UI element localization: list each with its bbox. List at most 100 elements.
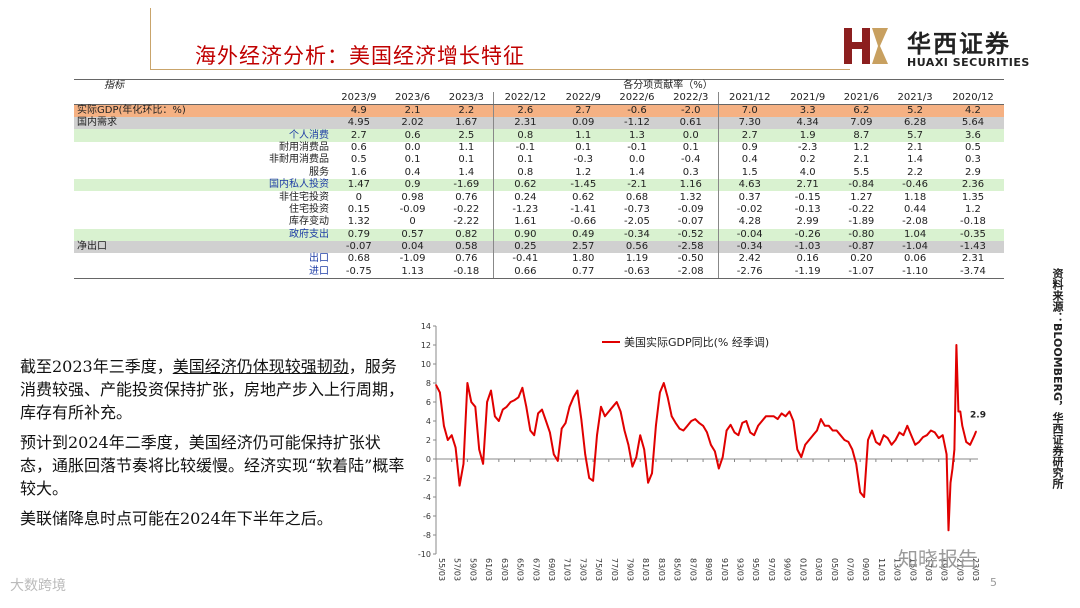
table-cell: -0.07 bbox=[677, 216, 704, 228]
data-point bbox=[486, 401, 488, 403]
data-point bbox=[792, 420, 795, 422]
data-point bbox=[949, 481, 952, 484]
x-tick-label: 93/03 bbox=[735, 558, 744, 581]
data-point bbox=[926, 434, 928, 437]
table-cell: 0.62 bbox=[493, 178, 557, 192]
data-point bbox=[741, 422, 744, 424]
data-point bbox=[855, 462, 858, 465]
table-cell: 0.6 bbox=[385, 129, 440, 142]
table-row: 政府支出 0.79 0.57 0.82 0.90 0.49 -0.34 -0.52 -0.04-… bbox=[74, 228, 1004, 241]
table-cell: 0.1 bbox=[458, 154, 475, 166]
data-point bbox=[776, 418, 779, 420]
data-point bbox=[521, 386, 524, 389]
data-point bbox=[898, 431, 901, 434]
table-cell: 0.20 bbox=[850, 253, 873, 265]
table-cell: 0.15 bbox=[347, 203, 370, 215]
table-column-header: 2023/9 bbox=[332, 92, 386, 105]
data-point bbox=[686, 424, 689, 427]
table-cell: 0.76 bbox=[455, 253, 478, 265]
y-tick-label: 4 bbox=[426, 417, 431, 426]
table-cell: 0.5 bbox=[350, 154, 367, 166]
table-cell: 2.7 bbox=[717, 129, 781, 142]
table-cell: 0.9 bbox=[717, 141, 781, 155]
data-point bbox=[969, 443, 971, 446]
table-cell: 0.2 bbox=[799, 154, 816, 166]
data-point bbox=[975, 430, 977, 433]
table-row: 进口 -0.75 1.13 -0.18 0.66 0.77 -0.63 -2.08 -2.76-… bbox=[74, 265, 1004, 279]
table-cell: 5.5 bbox=[853, 166, 870, 178]
table-cell: 1.32 bbox=[347, 216, 370, 228]
data-point bbox=[961, 424, 964, 427]
data-point bbox=[831, 429, 834, 432]
data-point bbox=[769, 415, 771, 418]
table-cell: 6.2 bbox=[834, 104, 889, 117]
table-column-header: 2023/3 bbox=[439, 92, 494, 105]
table-cell: 2.1 bbox=[907, 141, 924, 153]
data-point bbox=[537, 412, 539, 415]
table-cell: 1.32 bbox=[679, 191, 702, 203]
table-cell: 2.2 bbox=[439, 104, 494, 117]
data-point bbox=[666, 396, 669, 399]
table-cell: -0.1 bbox=[493, 141, 557, 155]
table-cell: -2.58 bbox=[663, 240, 719, 254]
x-tick-label: 57/03 bbox=[453, 558, 462, 581]
data-point bbox=[655, 424, 657, 427]
data-point bbox=[470, 401, 473, 403]
commentary-paragraph-1: 截至2023年三季度，美国经济仍体现较强韧劲，服务消费较强、产能投资保持扩张，房… bbox=[20, 355, 412, 424]
table-cell: 0.4 bbox=[717, 154, 781, 167]
x-tick-label: 97/03 bbox=[767, 558, 776, 581]
commentary-p1-tail: ，服务消费较强、产能投资保持扩张，房地产步入上行周期，库存有所补充。 bbox=[20, 357, 405, 422]
data-point bbox=[765, 415, 767, 418]
table-row-label: 国内需求 bbox=[74, 117, 332, 130]
table-cell: 2.7 bbox=[556, 104, 611, 117]
data-point bbox=[816, 429, 818, 432]
data-point bbox=[568, 405, 571, 408]
table-cell: -0.18 bbox=[960, 216, 986, 228]
watermark-bottom-right: 知晓报告 bbox=[898, 547, 978, 571]
data-point bbox=[584, 453, 587, 456]
x-tick-label: 71/03 bbox=[563, 558, 572, 581]
table-row-label: 政府支出 bbox=[74, 228, 332, 241]
watermark-bottom-left: 大数跨境 bbox=[10, 578, 66, 594]
data-point bbox=[959, 410, 962, 413]
data-point bbox=[918, 441, 920, 443]
data-point bbox=[466, 382, 469, 384]
data-point bbox=[659, 391, 661, 394]
table-cell: -2.0 bbox=[663, 104, 719, 117]
data-point bbox=[945, 453, 948, 456]
table-cell: -0.34 bbox=[717, 240, 781, 254]
data-point bbox=[902, 434, 905, 437]
data-point bbox=[843, 439, 846, 441]
table-row-label: 个人消费 bbox=[74, 129, 332, 142]
table-cell: 1.9 bbox=[780, 129, 835, 142]
table-row: 非住宅投资 0 0.98 0.76 0.24 0.62 0.68 1.32 0.37 -0.15 1… bbox=[74, 191, 1004, 204]
data-point bbox=[474, 405, 477, 408]
table-cell: 0.25 bbox=[493, 240, 557, 254]
table-cell: 2.9 bbox=[965, 166, 981, 178]
table-cell: 1.3 bbox=[610, 129, 664, 142]
data-point bbox=[604, 415, 606, 418]
table-cell: -1.45 bbox=[556, 178, 611, 192]
table-cell: 0 bbox=[409, 216, 416, 228]
table-cell: 1.16 bbox=[663, 178, 719, 192]
table-cell: 2.31 bbox=[961, 253, 985, 265]
data-point bbox=[454, 446, 457, 449]
x-tick-label: 81/03 bbox=[641, 558, 650, 581]
data-point bbox=[509, 401, 512, 403]
table-cell: 1.19 bbox=[625, 253, 649, 265]
table-row-label: 住宅投资 bbox=[289, 203, 329, 215]
table-cell: 5.64 bbox=[941, 117, 1004, 130]
data-point bbox=[600, 405, 602, 408]
table-cell: 0.16 bbox=[796, 253, 819, 265]
data-point bbox=[627, 443, 630, 446]
data-point bbox=[443, 424, 445, 427]
data-point bbox=[608, 410, 610, 413]
y-tick-label: -6 bbox=[423, 512, 431, 521]
x-tick-label: 55/03 bbox=[437, 558, 446, 581]
table-cell: -0.18 bbox=[439, 265, 494, 279]
x-tick-label: 03/03 bbox=[814, 558, 823, 581]
table-row: 出口 0.68 -1.09 0.76 -0.41 1.80 1.19 -0.50 2.42 0.1… bbox=[74, 253, 1004, 266]
data-point bbox=[498, 420, 500, 422]
table-cell: 1.35 bbox=[961, 191, 985, 203]
table-cell: -0.4 bbox=[680, 154, 701, 166]
